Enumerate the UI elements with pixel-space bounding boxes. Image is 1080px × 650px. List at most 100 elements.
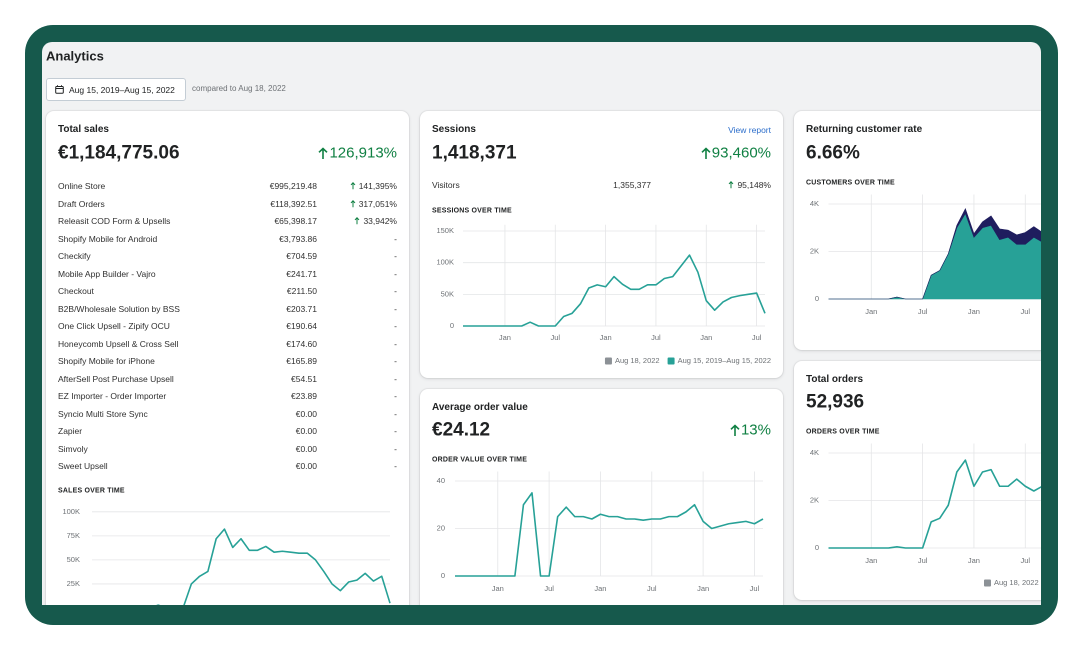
change-value: - [394, 233, 397, 244]
card-title: Sessions [432, 124, 476, 135]
channel-name: Shopify Mobile for Android [58, 233, 158, 244]
y-tick-label: 20 [437, 523, 445, 532]
channel-sales: €241.71 [286, 268, 317, 279]
series-line [156, 528, 391, 605]
channel-name: Checkout [58, 285, 94, 296]
y-tick-label: 150K [436, 226, 454, 235]
y-tick-label: 0 [441, 571, 445, 580]
card-value: 1,418,371 [432, 142, 517, 164]
channel-name: Online Store [58, 180, 106, 191]
channel-sales: €23.89 [291, 390, 317, 401]
change-value: - [394, 373, 397, 384]
up-arrow [318, 147, 328, 159]
x-tick-label: Jan [499, 333, 511, 342]
sessions-card: Jan Jul Jan Jul Jan Jul 0 50K 100K 150K Aug 15, 20… [420, 111, 783, 378]
x-tick-label: Jul [918, 307, 928, 316]
metric-value: 1,355,377 [613, 179, 651, 190]
legend-swatch [984, 579, 991, 587]
change-value: 93,460% [711, 144, 771, 162]
channel-name: Releasit COD Form & Upsells [58, 215, 171, 226]
chart-title: ORDER VALUE OVER TIME [432, 456, 528, 464]
y-tick-label: 50K [67, 555, 80, 564]
channel-name: EZ Importer - Order Importer [58, 390, 167, 401]
channel-change: - [394, 339, 397, 348]
series-area [828, 212, 1041, 300]
change-value: - [394, 320, 397, 331]
change-value: - [394, 425, 397, 436]
x-tick-label: Jul [647, 584, 657, 593]
total-sales-card: 0 25K 50K 75K 100K Total sales €1,184,775.06… [46, 111, 409, 605]
channel-name: Syncio Multi Store Sync [58, 408, 148, 419]
channel-sales: €65,398.17 [274, 215, 317, 226]
change-value: 317,051% [358, 198, 397, 209]
up-arrow [350, 199, 356, 207]
date-range-button[interactable]: Aug 15, 2019–Aug 15, 2022 [46, 78, 186, 101]
legend-label: Aug 15, 2019–Aug 15, 2022 [678, 356, 771, 365]
y-tick-label: 50K [441, 289, 454, 298]
channel-sales: €54.51 [291, 373, 317, 384]
arrow-shape [350, 182, 356, 190]
channel-change: - [394, 409, 397, 418]
arrow-shape [729, 181, 734, 189]
channel-change: - [394, 392, 397, 401]
series-area [828, 207, 1041, 300]
x-tick-label: Jan [700, 333, 712, 342]
chart: Jan Jul Jan Jul Jan Jul 0 20 40 [437, 471, 764, 593]
channel-change: - [394, 287, 397, 296]
change-value: - [394, 268, 397, 279]
x-tick-label: Jul [550, 333, 560, 342]
channel-sales: €190.64 [286, 320, 317, 331]
up-arrow [350, 182, 356, 190]
arrow-shape [730, 424, 740, 436]
channel-sales: €995,219.48 [269, 180, 317, 191]
change-value: 126,913% [329, 144, 397, 162]
up-arrow [730, 424, 740, 436]
up-arrow [729, 181, 734, 189]
card-value: 52,936 [806, 391, 865, 413]
y-tick-label: 100K [62, 507, 80, 516]
change-value: - [394, 460, 397, 471]
x-tick-label: Jan [865, 307, 877, 316]
x-tick-label: Jul [752, 333, 762, 342]
y-tick-label: 75K [67, 531, 80, 540]
y-tick-label: 2K [810, 495, 819, 504]
channel-name: Checkify [58, 250, 91, 261]
returning-customer-card: Jan Jul Jan Jul 0 2K 4K Returning customer rat… [794, 111, 1041, 350]
chart-title: ORDERS OVER TIME [806, 428, 880, 436]
chart-title: SALES OVER TIME [58, 487, 125, 495]
x-tick-label: Jan [492, 584, 504, 593]
average-order-value-card: Jan Jul Jan Jul Jan Jul 0 20 40 Average order va… [420, 389, 783, 605]
channel-change: - [394, 269, 397, 278]
channel-change: - [394, 462, 397, 471]
channel-change: 141,395% [350, 182, 397, 191]
card-title: Average order value [432, 402, 528, 413]
x-tick-label: Jul [1020, 307, 1030, 316]
arrow-shape [318, 147, 328, 159]
series-line [828, 459, 1041, 549]
metric-label: Visitors [432, 179, 460, 190]
card-title: Total sales [58, 124, 109, 135]
channel-name: Honeycomb Upsell & Cross Sell [58, 338, 179, 349]
chart: Jan Jul Jan Jul 0 2K 4K [810, 194, 1041, 316]
change-value: - [394, 285, 397, 296]
channel-sales: €118,392.51 [270, 198, 317, 209]
y-tick-label: 4K [810, 199, 819, 208]
legend-label: Aug 18, 2022 [615, 356, 660, 365]
chart: Jan Jul Jan Jul 0 2K 4K Aug 18, 2022 [810, 443, 1041, 587]
frame: Analytics Aug 15, 2019–Aug 15, 2022 comp… [25, 25, 1058, 625]
channel-change: - [394, 304, 397, 313]
x-tick-label: Jan [697, 584, 709, 593]
y-tick-label: 0 [76, 603, 80, 605]
change-value: 33,942% [363, 215, 397, 226]
channel-change: - [394, 234, 397, 243]
channel-name: B2B/Wholesale Solution by BSS [58, 303, 180, 314]
view-report-link[interactable]: View report [728, 124, 771, 135]
y-tick-label: 0 [815, 543, 819, 552]
x-tick-label: Jan [968, 307, 980, 316]
channel-sales: €203.71 [286, 303, 317, 314]
change-value: - [394, 408, 397, 419]
x-tick-label: Jan [865, 556, 877, 565]
legend-label: Aug 18, 2022 [994, 578, 1039, 587]
arrow-shape [350, 199, 356, 207]
